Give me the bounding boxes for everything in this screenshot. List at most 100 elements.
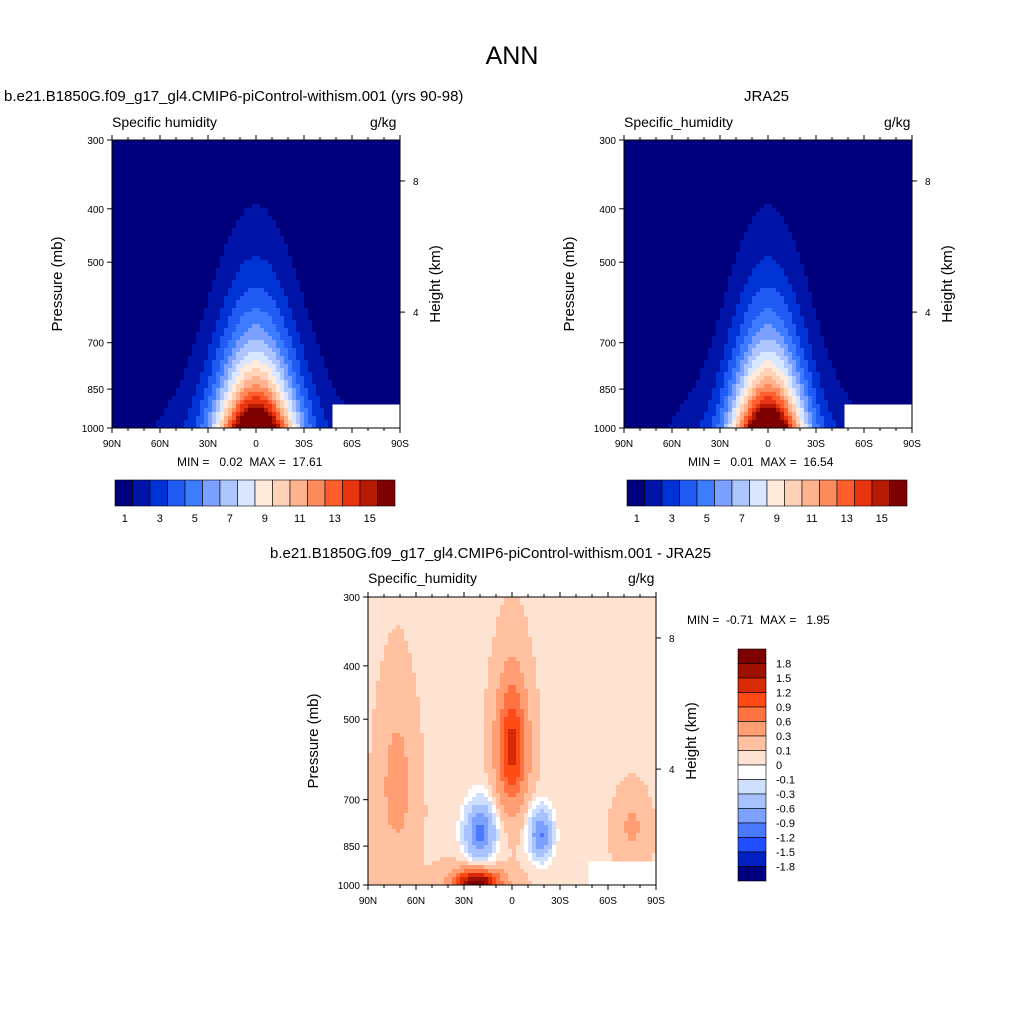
contour-cell: [128, 320, 133, 325]
contour-cell: [332, 300, 337, 305]
contour-cell: [304, 184, 309, 189]
contour-cell: [316, 368, 321, 373]
contour-cell: [132, 232, 137, 237]
contour-cell: [148, 156, 153, 161]
contour-cell: [220, 216, 225, 221]
contour-cell: [308, 424, 313, 429]
contour-cell: [132, 320, 137, 325]
contour-cell: [184, 308, 189, 313]
contour-cell: [344, 176, 349, 181]
contour-cell: [144, 372, 149, 377]
contour-cell: [136, 184, 141, 189]
contour-cell: [184, 176, 189, 181]
contour-cell: [372, 212, 377, 217]
contour-cell: [304, 164, 309, 169]
contour-cell: [140, 352, 145, 357]
contour-cell: [380, 228, 385, 233]
contour-cell: [284, 172, 289, 177]
contour-cell: [352, 336, 357, 341]
contour-cell: [308, 144, 313, 149]
contour-cell: [376, 168, 381, 173]
contour-cell: [272, 248, 277, 253]
contour-cell: [152, 208, 157, 213]
contour-cell: [308, 380, 313, 385]
contour-cell: [384, 328, 389, 333]
contour-cell: [352, 312, 357, 317]
contour-cell: [276, 276, 281, 281]
contour-cell: [180, 300, 185, 305]
contour-cell: [228, 356, 233, 361]
contour-cell: [216, 360, 221, 365]
contour-cell: [248, 220, 253, 225]
contour-cell: [212, 168, 217, 173]
contour-cell: [156, 324, 161, 329]
contour-cell: [236, 140, 241, 145]
contour-cell: [256, 140, 261, 145]
contour-cell: [388, 312, 393, 317]
contour-cell: [152, 160, 157, 165]
contour-cell: [128, 224, 133, 229]
contour-cell: [240, 416, 245, 421]
contour-cell: [148, 360, 153, 365]
contour-cell: [348, 200, 353, 205]
contour-cell: [360, 300, 365, 305]
contour-cell: [376, 340, 381, 345]
contour-cell: [264, 348, 269, 353]
contour-cell: [304, 396, 309, 401]
contour-cell: [332, 148, 337, 153]
contour-cell: [236, 288, 241, 293]
contour-cell: [208, 392, 213, 397]
contour-cell: [380, 268, 385, 273]
contour-cell: [132, 296, 137, 301]
contour-cell: [136, 216, 141, 221]
contour-cell: [112, 264, 117, 269]
contour-cell: [256, 420, 261, 425]
contour-cell: [284, 300, 289, 305]
contour-cell: [224, 352, 229, 357]
contour-cell: [344, 256, 349, 261]
contour-cell: [260, 380, 265, 385]
contour-cell: [268, 168, 273, 173]
contour-cell: [392, 152, 397, 157]
contour-cell: [172, 192, 177, 197]
contour-cell: [300, 156, 305, 161]
contour-cell: [128, 240, 133, 245]
contour-cell: [176, 328, 181, 333]
contour-cell: [308, 420, 313, 425]
contour-cell: [352, 380, 357, 385]
contour-cell: [168, 244, 173, 249]
contour-cell: [292, 300, 297, 305]
contour-cell: [264, 312, 269, 317]
contour-cell: [376, 332, 381, 337]
contour-cell: [368, 156, 373, 161]
contour-cell: [300, 364, 305, 369]
contour-cell: [236, 148, 241, 153]
contour-cell: [312, 192, 317, 197]
contour-cell: [196, 188, 201, 193]
contour-cell: [228, 372, 233, 377]
contour-cell: [356, 272, 361, 277]
contour-cell: [344, 200, 349, 205]
contour-cell: [252, 200, 257, 205]
contour-cell: [144, 388, 149, 393]
contour-cell: [180, 204, 185, 209]
contour-cell: [348, 304, 353, 309]
contour-cell: [268, 404, 273, 409]
contour-cell: [240, 344, 245, 349]
contour-cell: [380, 332, 385, 337]
contour-cell: [164, 264, 169, 269]
contour-cell: [116, 272, 121, 277]
contour-cell: [372, 268, 377, 273]
contour-cell: [304, 176, 309, 181]
contour-cell: [296, 180, 301, 185]
contour-cell: [140, 404, 145, 409]
contour-cell: [284, 228, 289, 233]
contour-cell: [292, 204, 297, 209]
contour-cell: [372, 296, 377, 301]
contour-cell: [312, 140, 317, 145]
contour-cell: [340, 324, 345, 329]
contour-cell: [160, 356, 165, 361]
contour-cell: [216, 252, 221, 257]
contour-cell: [328, 332, 333, 337]
contour-cell: [364, 232, 369, 237]
